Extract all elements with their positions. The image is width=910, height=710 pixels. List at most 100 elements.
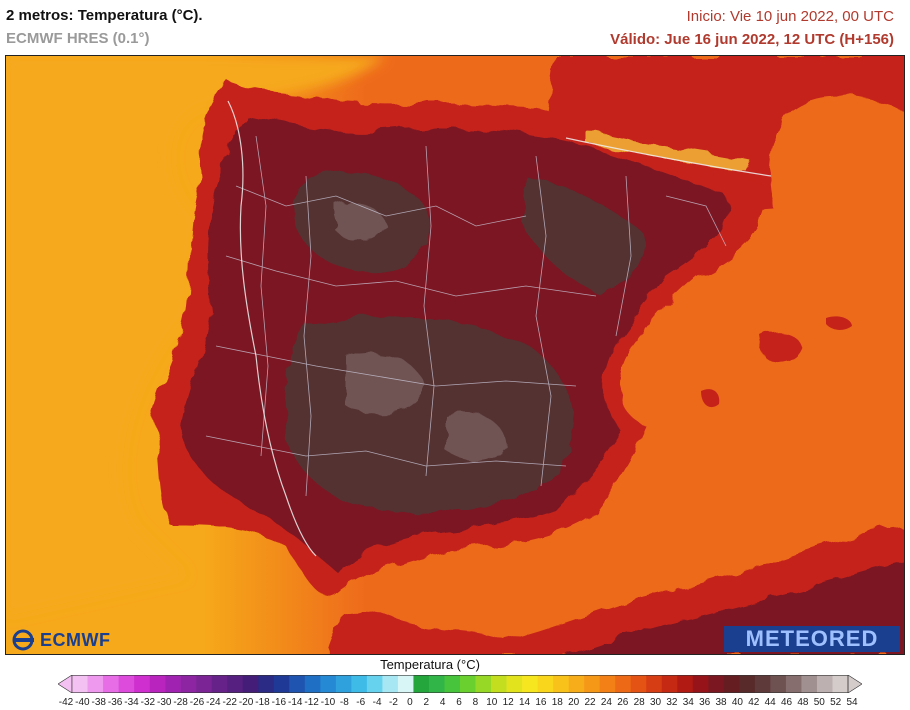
- scale-tick-label: -18: [255, 697, 270, 708]
- scale-swatch: [816, 675, 833, 693]
- ecmwf-logo: ECMWF: [12, 628, 132, 652]
- scale-swatch: [522, 675, 538, 693]
- scale-tick-label: 12: [502, 697, 514, 708]
- scale-swatch: [677, 675, 694, 693]
- scale-swatch: [661, 675, 678, 693]
- color-scale-ticks: -42 -40 -38 -36 -34 -32 -30 -28 -26 -24 -22 -20 -18-…: [59, 697, 858, 709]
- scale-swatch: [739, 675, 756, 693]
- scale-tick-label: 20: [568, 697, 580, 708]
- scale-tick-label: 26: [617, 697, 629, 708]
- scale-swatch: [599, 675, 616, 693]
- scale-border: [71, 675, 849, 693]
- chart-title: 2 metros: Temperatura (°C).: [6, 7, 203, 24]
- scale-tick-label: 6: [456, 697, 462, 708]
- scale-arrow-low: [57, 674, 73, 694]
- pyrenees-ridge: [586, 131, 751, 171]
- scale-tick-label: 32: [666, 697, 678, 708]
- extreme-core-3: [336, 202, 386, 242]
- scale-swatch: [227, 675, 244, 693]
- scale-tick-label: -12: [304, 697, 319, 708]
- scale-swatch: [584, 675, 600, 693]
- scale-tick-label: -32: [140, 697, 156, 708]
- scale-tick-label: -38: [91, 697, 106, 708]
- scale-swatch: [692, 675, 709, 693]
- scale-tick-label: 44: [764, 697, 776, 708]
- scale-swatch: [211, 675, 228, 693]
- menorca: [826, 316, 852, 330]
- scale-swatch: [801, 675, 818, 693]
- scale-tick-label: 42: [748, 697, 760, 708]
- scale-swatch: [444, 675, 461, 693]
- legend-title: Temperatura (°C): [380, 657, 480, 672]
- scale-tick-label: -16: [271, 697, 287, 708]
- scale-tick-label: 52: [830, 697, 842, 708]
- scale-swatch: [103, 675, 119, 693]
- scale-swatch: [397, 675, 414, 693]
- scale-swatch: [180, 675, 197, 693]
- scale-tick-label: 48: [797, 697, 809, 708]
- scale-tick-label: -14: [288, 697, 303, 708]
- scale-swatch: [568, 675, 585, 693]
- scale-tick-label: 34: [682, 697, 694, 708]
- scale-tick-label: 30: [649, 697, 662, 708]
- scale-tick-label: 36: [699, 697, 711, 708]
- scale-swatch: [460, 675, 476, 693]
- scale-swatch: [491, 675, 507, 693]
- scale-tick-label: 38: [715, 697, 727, 708]
- scale-swatch: [832, 675, 849, 693]
- scale-swatch: [72, 675, 88, 693]
- scale-tick-label: 24: [600, 697, 612, 708]
- scale-tick-label: -28: [173, 697, 188, 708]
- color-scale: [57, 674, 863, 694]
- scale-tick-label: -30: [157, 697, 172, 708]
- scale-tick-label: 2: [423, 697, 430, 708]
- color-scale-bar: [57, 674, 863, 694]
- scale-tick-label: 0: [407, 697, 413, 708]
- scale-tick-label: -10: [320, 697, 336, 708]
- scale-tick-label: -36: [107, 697, 123, 708]
- scale-swatch: [428, 675, 445, 693]
- scale-tick-label: -2: [389, 697, 398, 708]
- scale-swatch: [149, 675, 166, 693]
- scale-swatch: [242, 675, 259, 693]
- scale-swatch: [196, 675, 212, 693]
- scale-swatch: [553, 675, 569, 693]
- ibiza: [701, 389, 720, 408]
- ebro-core: [521, 176, 648, 291]
- scale-swatch: [165, 675, 181, 693]
- scale-tick-label: -24: [206, 697, 221, 708]
- scale-swatch: [754, 675, 771, 693]
- scale-tick-label: 8: [472, 697, 479, 708]
- scale-tick-label: -26: [189, 697, 205, 708]
- scale-swatch: [320, 675, 337, 693]
- scale-swatch: [87, 675, 104, 693]
- scale-tick-label: 28: [633, 697, 645, 708]
- scale-tick-label: 16: [535, 697, 547, 708]
- scale-tick-label: -20: [238, 697, 254, 708]
- scale-tick-label: 40: [731, 697, 743, 708]
- extreme-core-1: [346, 352, 426, 415]
- scale-tick-label: 46: [780, 697, 793, 708]
- scale-swatch: [723, 675, 740, 693]
- map-canvas: [6, 56, 904, 654]
- scale-tick-label: -4: [372, 697, 382, 708]
- meteored-logo-text: METEORED: [745, 626, 879, 651]
- scale-swatch: [289, 675, 306, 693]
- scale-swatch: [770, 675, 787, 693]
- scale-tick-label: -40: [75, 697, 90, 708]
- scale-tick-label: 22: [584, 697, 596, 708]
- model-label: ECMWF HRES (0.1°): [6, 30, 150, 47]
- scale-swatch: [134, 675, 150, 693]
- scale-tick-label: 54: [846, 697, 858, 708]
- scale-arrow-high: [847, 674, 863, 694]
- meteored-logo: METEORED: [724, 626, 900, 652]
- scale-swatch: [785, 675, 802, 693]
- scale-swatch: [273, 675, 290, 693]
- scale-tick-label: 18: [551, 697, 563, 708]
- scale-swatch: [258, 675, 275, 693]
- scale-tick-label: -42: [58, 697, 74, 708]
- scale-swatch: [537, 675, 554, 693]
- country-borders: [227, 100, 772, 557]
- extreme-core-2: [446, 412, 506, 462]
- ecmwf-globe-icon: [12, 629, 34, 651]
